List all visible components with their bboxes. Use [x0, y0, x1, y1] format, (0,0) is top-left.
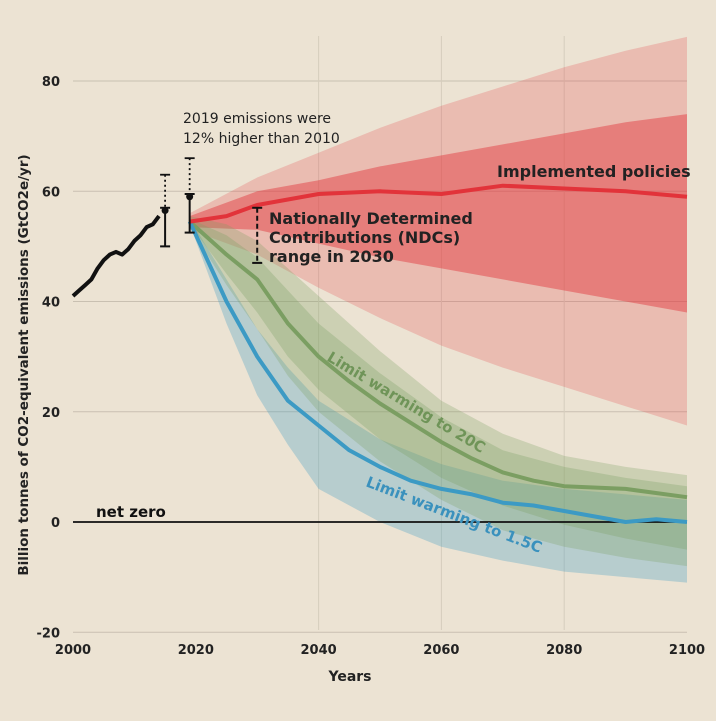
y-tick-label: 60 [42, 185, 60, 200]
note-line-1: 2019 emissions were [183, 111, 331, 127]
limit-2c-band-inner [189, 218, 687, 550]
y-tick-label: 40 [42, 296, 60, 311]
x-axis-label: Years [327, 669, 371, 685]
x-tick-label: 2080 [546, 643, 582, 658]
grid-layer [73, 36, 687, 633]
limit-1-5c-line [187, 220, 688, 524]
y-tick-label: 80 [42, 75, 60, 90]
y-tick-label: 0 [51, 516, 60, 531]
ndc-label-line-1: Nationally Determined [269, 209, 473, 228]
error-bar [160, 173, 171, 248]
error-bar-point [161, 207, 169, 215]
net-zero-label: net zero [96, 503, 166, 521]
limit-1-5c-band [189, 218, 687, 583]
y-tick-label: -20 [37, 626, 61, 641]
limit-2c-band-outer [189, 216, 687, 567]
line-layer [71, 183, 688, 524]
implemented-policies-line [189, 183, 688, 224]
limit-2c-line [188, 220, 688, 500]
ndc-label-line-2: Contributions (NDCs) [269, 228, 460, 247]
x-tick-label: 2040 [301, 643, 337, 658]
note-line-2: 12% higher than 2010 [183, 131, 340, 147]
implemented-policies-label: Implemented policies [497, 162, 691, 181]
x-tick-label: 2020 [178, 643, 214, 658]
y-axis-label: Billion tonnes of CO2-equivalent emissio… [16, 154, 32, 575]
implemented-band-inner [189, 114, 687, 313]
y-tick-label: 20 [42, 406, 60, 421]
error-bar [184, 157, 195, 234]
error-bar-layer [160, 157, 263, 264]
error-bar-point [186, 193, 194, 201]
ndc-label-line-3: range in 2030 [269, 247, 394, 266]
implemented-band-outer [189, 36, 687, 426]
band-layer [189, 36, 687, 583]
error-bar [252, 206, 263, 264]
x-tick-label: 2060 [423, 643, 459, 658]
x-tick-label: 2000 [55, 643, 91, 658]
historical-emissions-line [71, 214, 161, 298]
x-tick-label: 2100 [669, 643, 705, 658]
